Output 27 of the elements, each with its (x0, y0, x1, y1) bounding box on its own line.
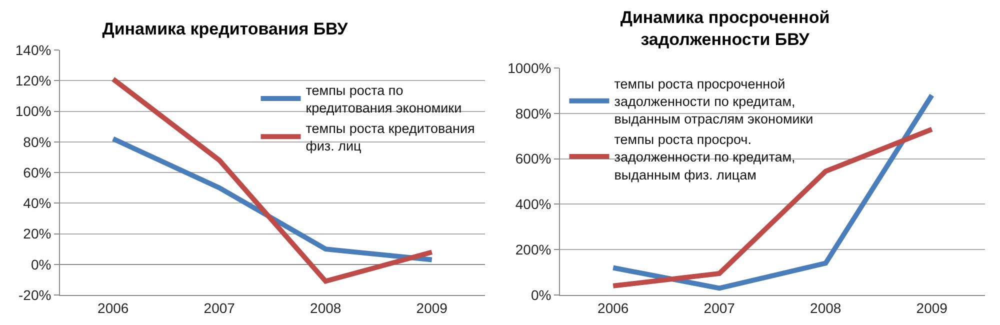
y-tick-label: 80% (23, 134, 52, 150)
y-tick-label: 0% (530, 286, 552, 303)
legend-label: темпы роста просроч. задолженности по кредитам, выданным физ. лицам (614, 132, 796, 182)
y-tick-label: 140% (15, 42, 52, 58)
x-tick-label: 2009 (916, 300, 948, 316)
x-tick-label: 2006 (598, 300, 629, 316)
x-tick-label: 2008 (810, 300, 842, 316)
y-tick-label: 0% (30, 256, 52, 272)
x-tick-label: 2007 (204, 300, 236, 316)
y-tick-label: 400% (515, 196, 552, 212)
y-tick-label: 1000% (508, 60, 552, 76)
legend-label: темпы роста кредитования физ. лиц (306, 121, 475, 154)
y-tick-label: 100% (15, 103, 52, 120)
x-tick-label: 2008 (310, 300, 342, 316)
y-tick-label: 20% (23, 226, 52, 242)
y-tick-label: 200% (515, 242, 552, 258)
x-tick-label: 2009 (416, 300, 448, 316)
chart-title: Динамика просроченной задолженности БВУ (620, 8, 830, 49)
x-tick-label: 2006 (98, 300, 129, 316)
y-tick-label: -20% (18, 286, 52, 303)
y-tick-label: 600% (515, 150, 552, 167)
y-tick-label: 40% (23, 195, 52, 212)
x-tick-label: 2007 (704, 300, 736, 316)
chart-title: Динамика кредитования БВУ (102, 20, 348, 39)
y-tick-label: 800% (515, 105, 552, 122)
y-tick-label: 60% (23, 164, 52, 180)
y-tick-label: 120% (15, 72, 52, 89)
